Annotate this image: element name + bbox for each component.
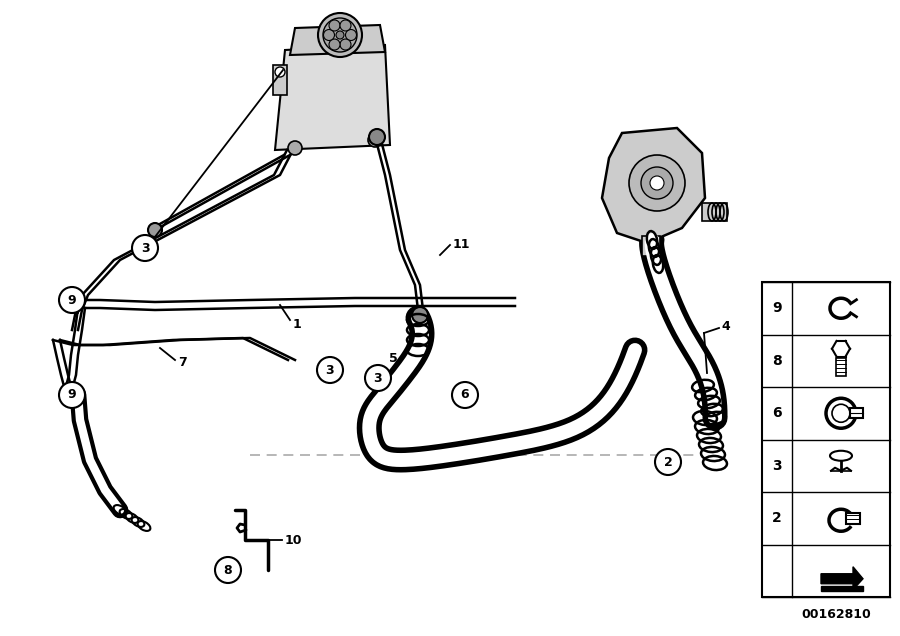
Circle shape [275,67,285,77]
Bar [642,236,660,256]
Circle shape [148,223,162,237]
Circle shape [369,129,385,145]
Text: 2: 2 [772,511,782,525]
Bar [702,203,727,221]
Circle shape [452,382,478,408]
Circle shape [215,557,241,583]
Text: 1: 1 [293,317,302,331]
Circle shape [340,20,351,31]
Bar [821,586,863,591]
Text: 3: 3 [140,242,149,254]
Circle shape [346,29,356,41]
Bar [836,357,846,376]
Text: 5: 5 [389,352,398,364]
Circle shape [59,382,85,408]
Text: 9: 9 [68,389,76,401]
Circle shape [323,18,357,52]
Circle shape [340,39,351,50]
Text: 9: 9 [772,301,782,315]
Circle shape [318,13,362,57]
Text: 4: 4 [721,321,730,333]
Text: 6: 6 [772,406,782,420]
Circle shape [641,167,673,199]
Polygon shape [275,45,390,150]
Circle shape [655,449,681,475]
Text: 6: 6 [461,389,469,401]
Circle shape [368,133,382,147]
Text: 3: 3 [374,371,382,385]
Circle shape [336,31,344,39]
Bar [273,65,287,95]
Circle shape [365,365,391,391]
Circle shape [412,307,428,323]
Text: 9: 9 [68,293,76,307]
Bar [846,513,860,524]
Text: 8: 8 [772,354,782,368]
Text: 8: 8 [224,563,232,576]
Circle shape [317,357,343,383]
Text: 3: 3 [772,459,782,473]
Circle shape [132,235,158,261]
Text: 7: 7 [178,356,187,368]
Circle shape [59,287,85,313]
Circle shape [288,141,302,155]
Bar [850,408,863,418]
Text: 00162810: 00162810 [801,609,871,621]
Bar [762,282,890,597]
Text: 2: 2 [663,455,672,469]
Circle shape [329,39,340,50]
Circle shape [629,155,685,211]
Polygon shape [290,25,385,55]
Circle shape [323,29,335,41]
Circle shape [650,176,664,190]
Text: 3: 3 [326,364,334,377]
Circle shape [329,20,340,31]
Polygon shape [602,128,705,243]
Text: 11: 11 [453,237,471,251]
Polygon shape [821,567,863,590]
Text: 10: 10 [285,534,302,546]
